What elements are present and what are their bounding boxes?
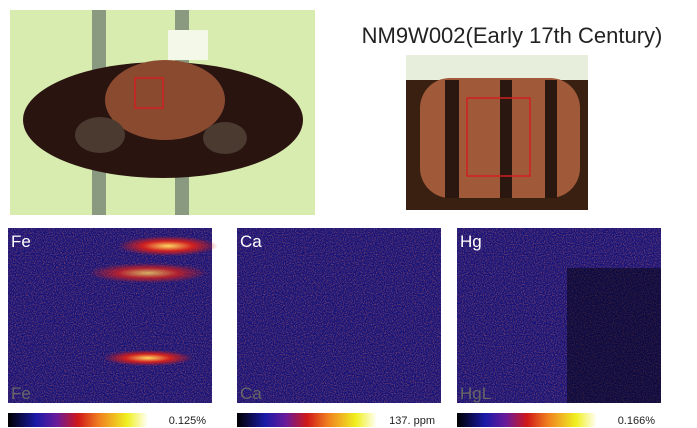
hot-spot <box>88 263 208 283</box>
color-bar <box>8 413 148 427</box>
scale-label: 0.125% <box>169 415 207 427</box>
dark-region <box>567 268 661 403</box>
corner-label: Fe <box>11 384 31 403</box>
map-noise <box>237 228 441 403</box>
zoom-photo <box>406 55 588 210</box>
hot-spot <box>103 350 193 366</box>
corner-label: Ca <box>240 384 262 403</box>
hot-spot <box>118 236 218 256</box>
color-bar <box>457 413 597 427</box>
corner-label: HgL <box>460 384 491 403</box>
scale-label: 0.166% <box>618 415 656 427</box>
color-bar <box>237 413 377 427</box>
title: NM9W002(Early 17th Century) <box>362 23 663 48</box>
element-label: Hg <box>460 232 482 251</box>
object-photo <box>10 10 315 215</box>
scale-label: 137. ppm <box>389 415 435 427</box>
map-noise <box>457 228 661 403</box>
map-noise <box>8 228 212 403</box>
element-label: Fe <box>11 232 31 251</box>
element-label: Ca <box>240 232 262 251</box>
